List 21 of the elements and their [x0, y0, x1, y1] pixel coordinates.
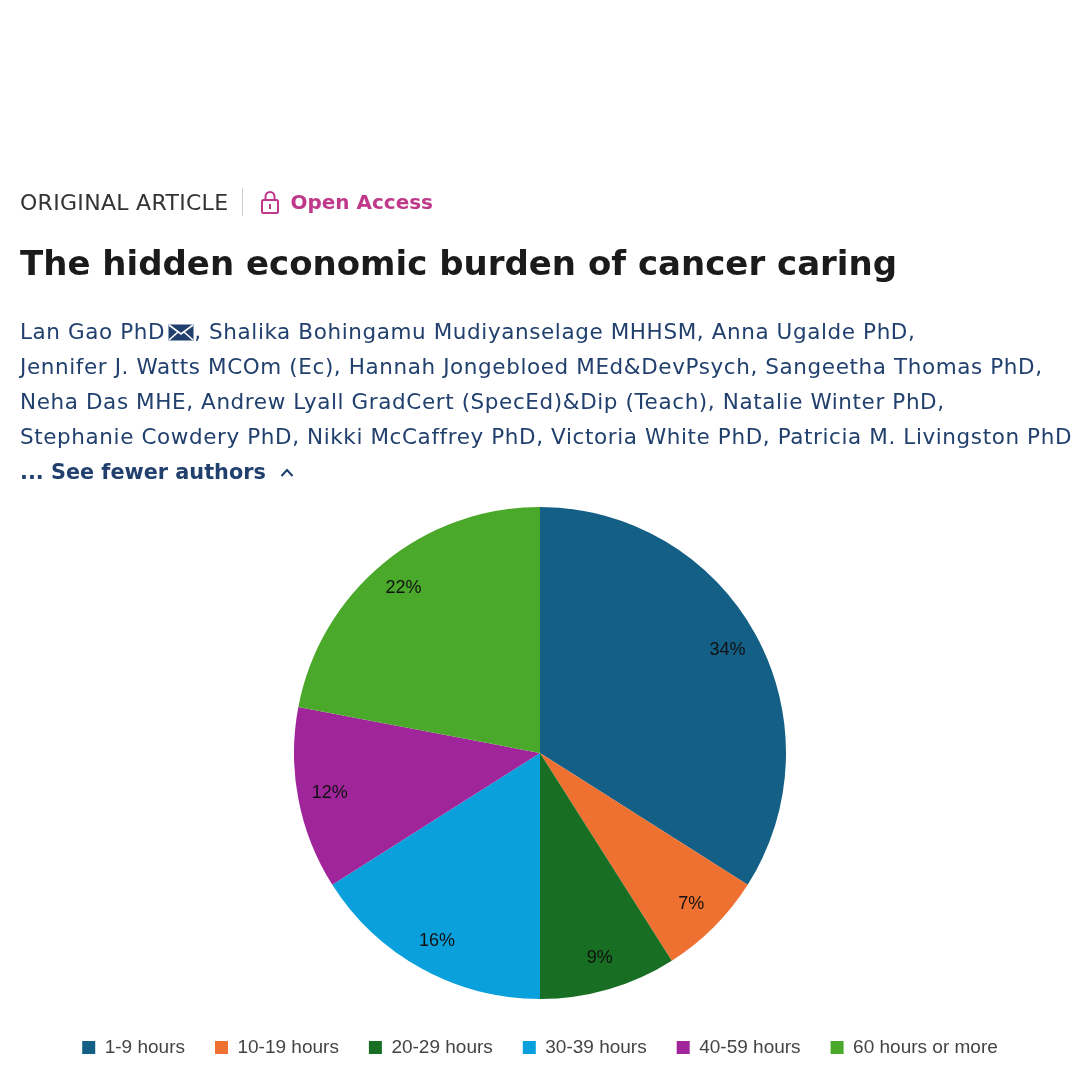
legend-label: 10-19 hours: [237, 1035, 339, 1057]
text: Neha Das MHE, Andrew Lyall GradCert (SpecEd)&Dip (Teach), Natalie Winter PhD,: [20, 389, 945, 414]
legend-label: 1-9 hours: [104, 1035, 185, 1057]
data-label: 7%: [678, 893, 705, 914]
text: Lan Gao PhD: [20, 319, 166, 344]
text: , Shalika Bohingamu Mudiyanselage MHHSM, Anna Ugalde PhD,: [194, 319, 916, 344]
data-label: 12%: [311, 782, 348, 803]
legend-label: 60 hours or more: [853, 1035, 998, 1057]
legend-label: 20-29 hours: [391, 1035, 493, 1057]
chart-title: The hidden economic burden of cancer caring: [20, 243, 898, 283]
legend-label: 30-39 hours: [545, 1035, 647, 1057]
text: Stephanie Cowdery PhD, Nikki McCaffrey PhD, Victoria White PhD, Patricia M. Livingston PhD: [20, 424, 1073, 449]
data-label: 22%: [385, 577, 422, 598]
legend-label: 40-59 hours: [699, 1035, 801, 1057]
text: Jennifer J. Watts MCOm (Ec), Hannah Jongebloed MEd&DevPsych, Sangeetha Thomas PhD,: [20, 354, 1043, 379]
text: ORIGINAL ARTICLE: [20, 189, 229, 215]
text: ... See fewer authors: [20, 460, 266, 484]
data-label: 34%: [709, 638, 746, 659]
data-label: 9%: [586, 947, 613, 968]
text: Open Access: [290, 190, 434, 214]
data-label: 16%: [418, 929, 455, 950]
